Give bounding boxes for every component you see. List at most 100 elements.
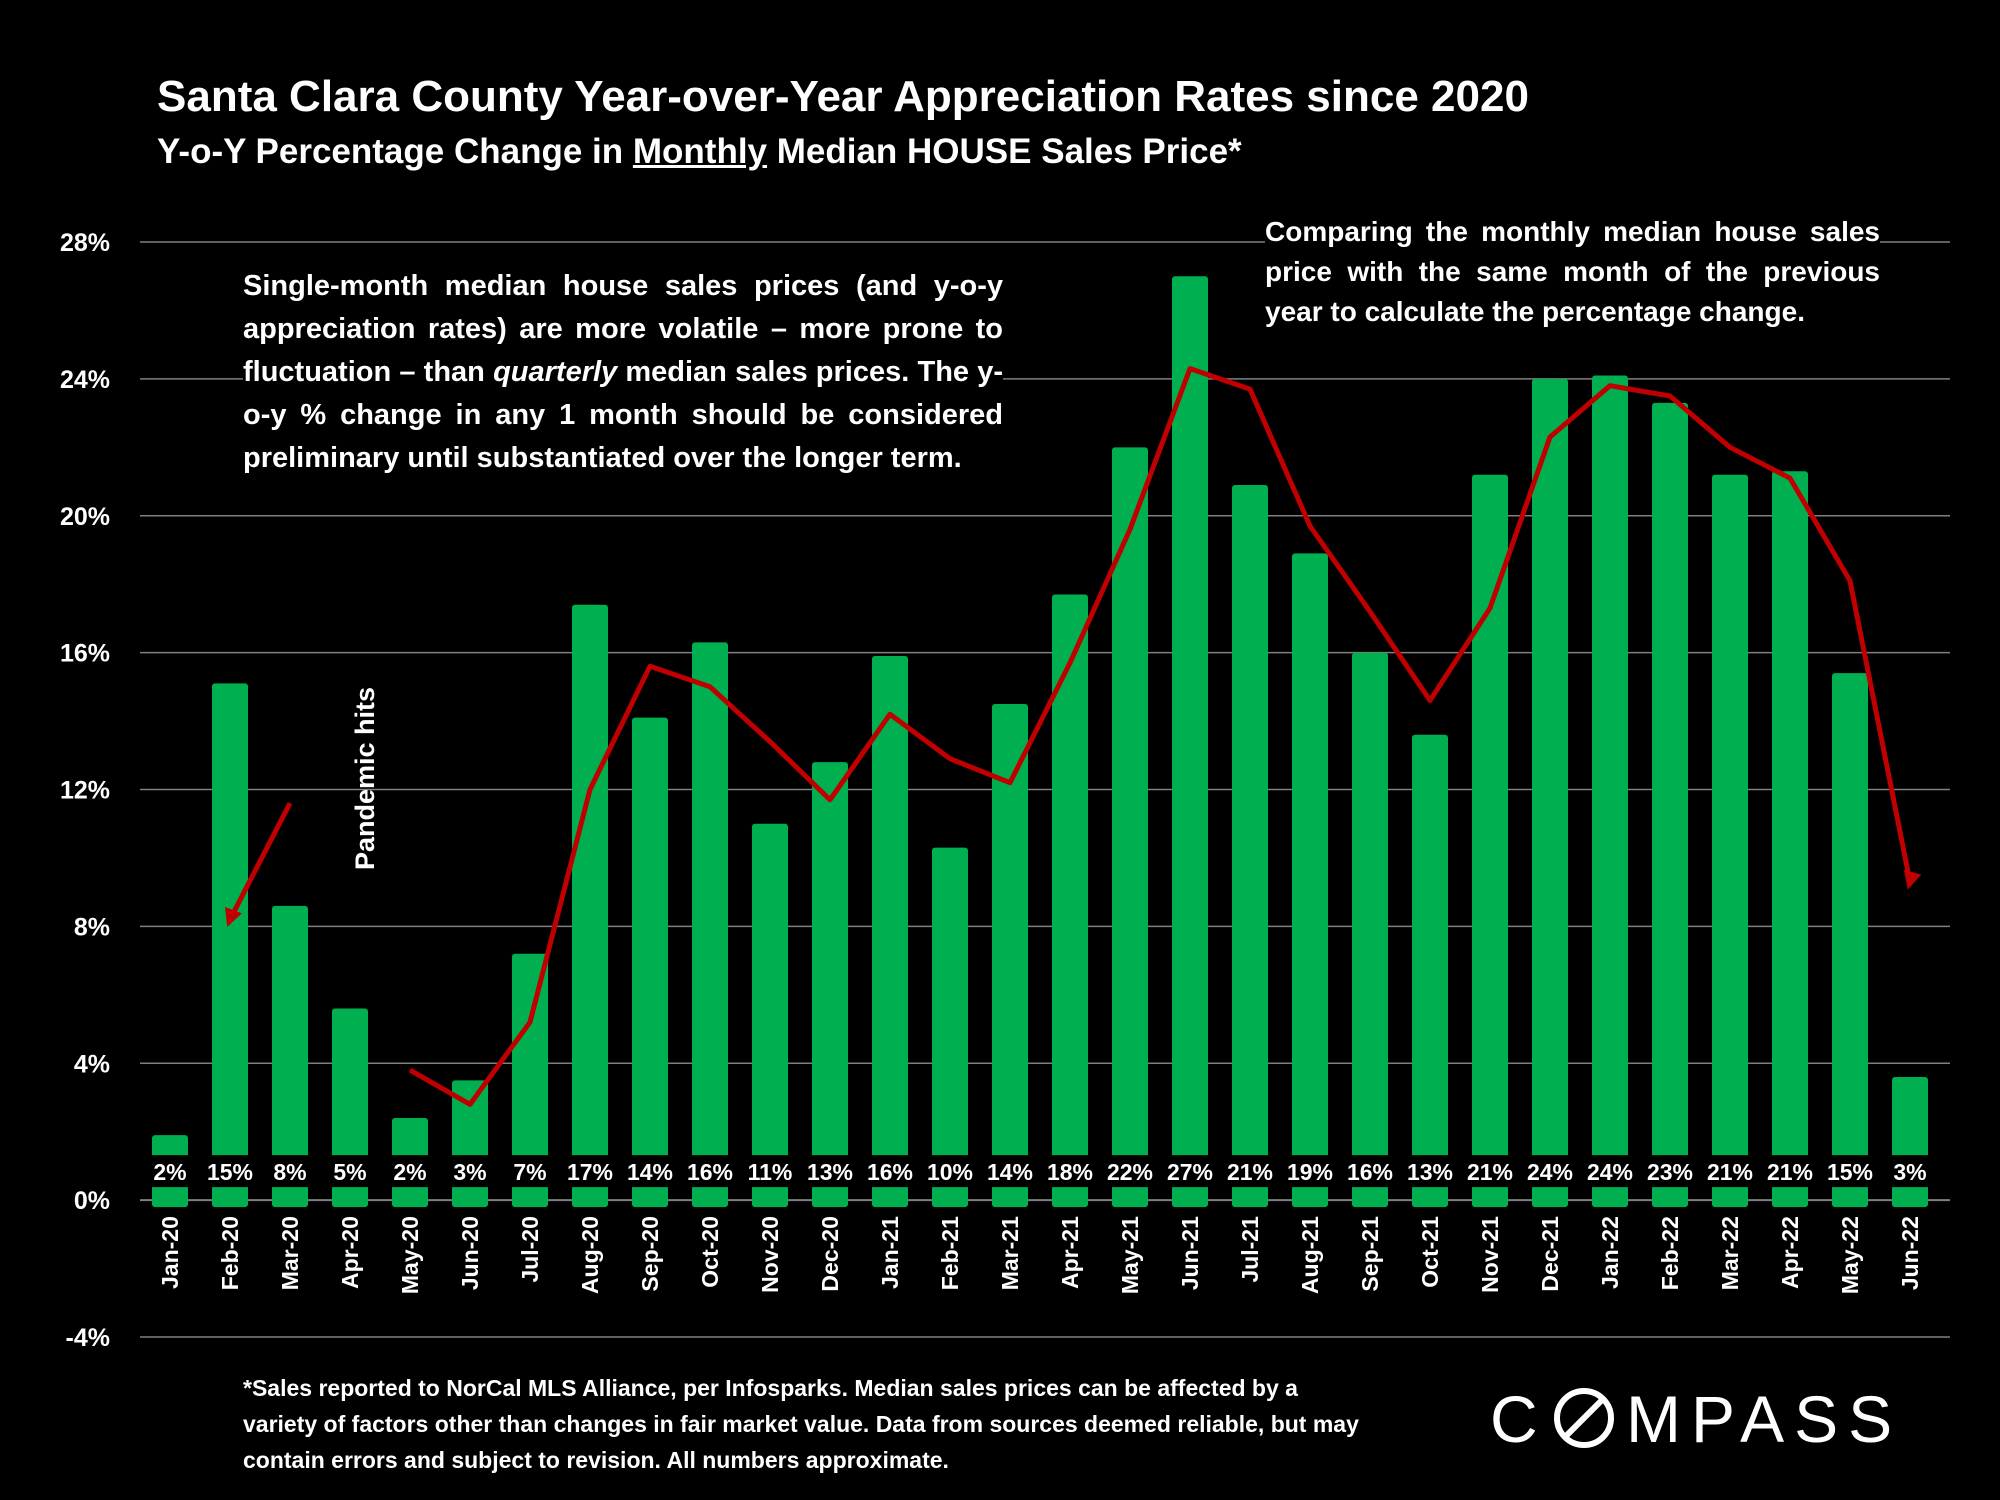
footnote: *Sales reported to NorCal MLS Alliance, … [243,1375,1359,1473]
x-tick-label: Aug-21 [1297,1216,1323,1294]
data-label-background [622,1155,678,1188]
bar [572,604,608,1208]
data-label-background [1582,1155,1638,1188]
data-label-background [1042,1155,1098,1188]
x-tick-label: Jan-20 [157,1216,183,1289]
compass-logo: C MPASS [1490,1382,1892,1456]
data-label: 2% [393,1159,426,1185]
data-label: 24% [1527,1159,1573,1185]
bar [752,823,788,1208]
data-label: 13% [807,1159,853,1185]
bar [1772,471,1808,1208]
bar [872,656,908,1208]
data-label-background [1402,1155,1458,1188]
x-tick-label: Jun-21 [1177,1216,1203,1290]
y-tick-label: -4% [66,1324,110,1352]
data-label: 21% [1467,1159,1513,1185]
bar [1532,378,1568,1208]
x-tick-label: Mar-20 [277,1216,303,1290]
bar [1832,673,1868,1208]
y-tick-label: 4% [74,1050,110,1078]
data-label: 24% [1587,1159,1633,1185]
trend-arrowhead [224,907,242,928]
bar [1052,594,1088,1208]
y-tick-label: 12% [60,777,110,805]
trend-arrowhead [1903,869,1922,890]
data-label: 21% [1707,1159,1753,1185]
note-italic: quarterly [493,356,618,388]
data-label: 17% [567,1159,613,1185]
x-tick-label: May-22 [1837,1216,1863,1294]
method-note: Comparing the monthly median house sales… [1265,212,1880,332]
trend-segment [227,802,293,921]
data-label-background [922,1155,978,1188]
data-label-background [1822,1155,1878,1188]
data-label-background [682,1155,738,1188]
subtitle-part: Y-o-Y Percentage Change in [157,132,633,171]
compass-o-icon [1554,1388,1614,1448]
x-tick-label: Jul-21 [1237,1216,1263,1283]
data-label-background [1282,1155,1338,1188]
gridlines [140,241,1950,1338]
trend-line [224,366,1922,1107]
bar [1352,652,1388,1208]
x-tick-label: Jan-22 [1597,1216,1623,1289]
data-label: 16% [687,1159,733,1185]
data-label: 16% [867,1159,913,1185]
x-axis-labels: Jan-20 Feb-20 Mar-20 Apr-20 May-20 Jun-20 Jul-… [157,1216,1923,1294]
x-tick-label: Apr-20 [337,1216,363,1289]
data-label: 11% [748,1159,793,1185]
data-label: 5% [333,1159,366,1185]
x-tick-label: Dec-21 [1537,1216,1563,1292]
bar [1892,1076,1928,1208]
x-tick-label: Mar-22 [1717,1216,1743,1290]
note-part: median sales prices. The y-o-y % change … [243,356,1004,474]
svg-text:C: C [1490,1382,1548,1456]
x-tick-label: May-21 [1117,1216,1143,1294]
y-tick-label: 8% [74,913,110,941]
data-label-background [202,1155,258,1188]
bar [1232,484,1268,1208]
data-label: 3% [1893,1159,1926,1185]
data-label-background [1762,1155,1818,1188]
bar [1472,474,1508,1208]
x-tick-label: Sep-20 [637,1216,663,1291]
x-tick-label: Oct-20 [697,1216,723,1288]
data-label-background [142,1155,198,1188]
data-label-background [802,1155,858,1188]
bar [812,762,848,1208]
bar [1652,402,1688,1208]
bar [272,905,308,1208]
x-tick-label: Feb-21 [937,1216,963,1290]
data-label: 23% [1647,1159,1693,1185]
data-label-background [1162,1155,1218,1188]
y-axis-ticks: -4% 0% 4% 8% 12% 16% 20% 24% 28% [60,229,110,1352]
data-label: 3% [453,1159,486,1185]
data-label-background [1222,1155,1278,1188]
data-label: 14% [987,1159,1033,1185]
data-label: 18% [1047,1159,1093,1185]
data-label: 13% [1407,1159,1453,1185]
bar [1292,553,1328,1208]
data-label-background [1342,1155,1398,1188]
y-tick-label: 20% [60,503,110,531]
data-label: 14% [627,1159,673,1185]
x-tick-label: Jan-21 [877,1216,903,1289]
bar [1112,447,1148,1208]
x-tick-label: Feb-22 [1657,1216,1683,1290]
chart-title: Santa Clara County Year-over-Year Apprec… [157,72,1529,121]
subtitle-underlined: Monthly [632,132,768,171]
x-tick-label: May-20 [397,1216,423,1294]
data-label: 21% [1227,1159,1273,1185]
data-label-background [1642,1155,1698,1188]
x-tick-label: Oct-21 [1417,1216,1443,1288]
data-label-background [1462,1155,1518,1188]
x-tick-label: Aug-20 [577,1216,603,1294]
data-label: 19% [1287,1159,1333,1185]
bar [1412,734,1448,1208]
trend-segment [408,366,1913,1107]
data-label-background [862,1155,918,1188]
x-tick-label: Apr-21 [1057,1216,1083,1289]
x-tick-label: Nov-20 [757,1216,783,1293]
